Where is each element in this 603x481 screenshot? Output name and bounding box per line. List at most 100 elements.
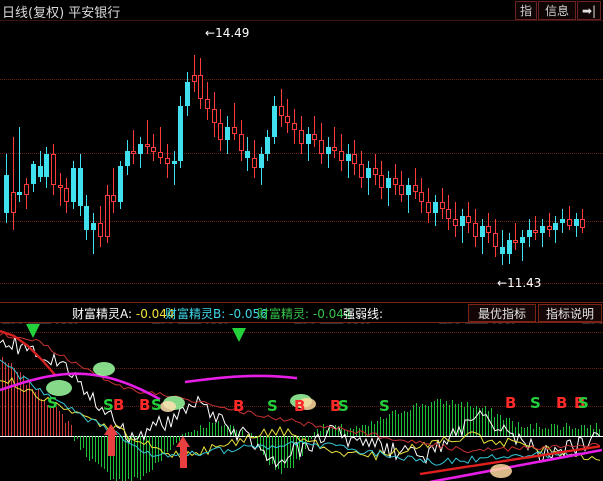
- candle-wick: [515, 222, 517, 251]
- histogram-bar: [599, 429, 600, 436]
- histogram-bar: [404, 410, 405, 436]
- histogram-bar: [536, 422, 537, 436]
- histogram-bar: [548, 429, 549, 436]
- candle-body: [117, 165, 123, 203]
- candle: [164, 21, 170, 301]
- candle: [144, 21, 150, 301]
- candle-body: [546, 226, 552, 230]
- cyan-line: [0, 359, 601, 466]
- candle: [499, 21, 505, 301]
- histogram-bar: [92, 436, 93, 459]
- low-price-label: ←11.43: [497, 276, 542, 290]
- candle-body: [513, 240, 519, 244]
- histogram-bar: [95, 436, 96, 462]
- histogram-bar: [506, 417, 507, 436]
- histogram-bar: [182, 434, 183, 436]
- histogram-bar: [98, 436, 99, 464]
- histogram-bar: [374, 423, 375, 436]
- histogram-bar: [299, 436, 300, 460]
- histogram-bar: [317, 428, 318, 436]
- candle-body: [71, 167, 76, 203]
- candle-body: [359, 164, 365, 179]
- histogram-bar: [236, 430, 237, 436]
- candle-wick: [193, 55, 195, 93]
- info-button[interactable]: 信息: [538, 1, 576, 20]
- green-down-arrow-icon: [26, 324, 40, 338]
- histogram-bar: [422, 403, 423, 436]
- histogram-bar: [365, 425, 366, 436]
- candle: [91, 21, 97, 301]
- candle: [305, 21, 311, 301]
- histogram-bar: [470, 406, 471, 436]
- candle-body: [124, 150, 130, 166]
- candle-body: [560, 219, 566, 223]
- indicator-description-button[interactable]: 指标说明: [538, 304, 602, 322]
- candle-body: [540, 226, 545, 234]
- candle-body: [17, 191, 23, 196]
- candle: [506, 21, 512, 301]
- next-arrow-icon[interactable]: ➡|: [577, 1, 601, 20]
- magenta-line-right: [429, 448, 603, 481]
- magenta-line-left: [0, 372, 161, 401]
- candle-body: [178, 106, 184, 161]
- candle: [318, 21, 324, 301]
- candle-body: [325, 147, 331, 155]
- histogram-bar: [65, 422, 66, 436]
- sell-signal-marker: S: [379, 397, 390, 415]
- best-indicator-button[interactable]: 最优指标: [468, 304, 536, 322]
- green-down-arrow-icon: [232, 328, 246, 342]
- histogram-bar: [143, 436, 144, 476]
- histogram-bar: [386, 418, 387, 436]
- indicator-legend-a: 财富精灵A: -0.044: [72, 307, 175, 321]
- candle: [332, 21, 338, 301]
- candle-wick: [387, 171, 389, 206]
- histogram-bar: [563, 426, 564, 436]
- candle-body: [533, 229, 539, 234]
- histogram-bar: [458, 404, 459, 436]
- candle-body: [339, 150, 344, 161]
- price-candlestick-chart[interactable]: ←14.49 ←11.43: [0, 21, 603, 301]
- histogram-bar: [413, 405, 414, 436]
- candle: [198, 21, 204, 301]
- histogram-bar: [161, 436, 162, 461]
- histogram-bar: [296, 436, 297, 460]
- candle-wick: [408, 178, 409, 213]
- histogram-bar: [101, 436, 102, 468]
- candle-body: [272, 106, 277, 137]
- histogram-bar: [140, 436, 141, 480]
- histogram-bar: [164, 436, 165, 455]
- candle: [57, 21, 63, 301]
- histogram-bar: [521, 426, 522, 436]
- candle-body: [238, 133, 244, 151]
- histogram-bar: [218, 420, 219, 436]
- candle-body: [111, 195, 117, 203]
- histogram-bar: [155, 436, 156, 464]
- histogram-bar: [551, 423, 552, 436]
- zero-line: [0, 436, 603, 437]
- histogram-bar: [257, 436, 258, 446]
- histogram-bar: [575, 428, 576, 436]
- histogram-bar: [224, 424, 225, 436]
- histogram-bar: [32, 389, 33, 436]
- histogram-bar: [572, 428, 573, 436]
- histogram-bar: [524, 428, 525, 436]
- sell-signal-marker: S: [47, 394, 58, 412]
- candle: [71, 21, 76, 301]
- candle: [218, 21, 224, 301]
- indicator-toggle-button[interactable]: 指: [515, 1, 537, 20]
- histogram-bar: [77, 436, 78, 440]
- candle: [50, 21, 56, 301]
- candle: [339, 21, 344, 301]
- candle-body: [412, 185, 418, 192]
- histogram-bar: [173, 436, 174, 445]
- candle: [560, 21, 566, 301]
- candle: [419, 21, 425, 301]
- histogram-bar: [56, 407, 57, 436]
- histogram-bar: [5, 362, 6, 436]
- histogram-bar: [254, 436, 255, 438]
- histogram-bar: [167, 436, 168, 452]
- histogram-bar: [446, 400, 447, 436]
- histogram-bar: [479, 408, 480, 436]
- histogram-bar: [557, 425, 558, 436]
